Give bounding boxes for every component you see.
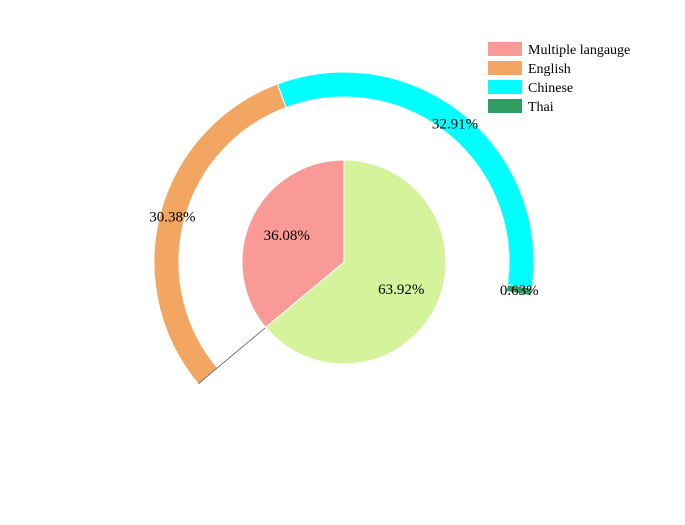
inner-slice-0 — [265, 159, 447, 365]
legend-label-english: English — [528, 62, 571, 77]
inner-pie — [241, 159, 447, 365]
outer-slice-thai — [505, 284, 533, 297]
legend-label-thai: Thai — [528, 100, 554, 115]
legend-swatch-english — [488, 61, 522, 75]
inner-slice-label-1: 36.08% — [264, 228, 310, 244]
legend-swatch-multiple-langauge — [488, 42, 522, 56]
outer-slice-label-thai: 0.63% — [500, 283, 539, 299]
inner-slice-1 — [241, 159, 345, 329]
outer-slice-label-chinese: 32.91% — [432, 117, 478, 133]
legend: Multiple langauge English Chinese Thai — [488, 42, 630, 115]
legend-swatch-chinese — [488, 80, 522, 94]
inner-slice-label-0: 63.92% — [378, 282, 424, 298]
legend-label-chinese: Chinese — [528, 81, 573, 96]
legend-swatch-thai — [488, 99, 522, 113]
legend-label-multiple-langauge: Multiple langauge — [528, 43, 630, 58]
outer-slice-label-english: 30.38% — [149, 210, 195, 226]
slice-labels: 63.92% 36.08% 30.38% 32.91% 0.63% — [149, 117, 538, 300]
